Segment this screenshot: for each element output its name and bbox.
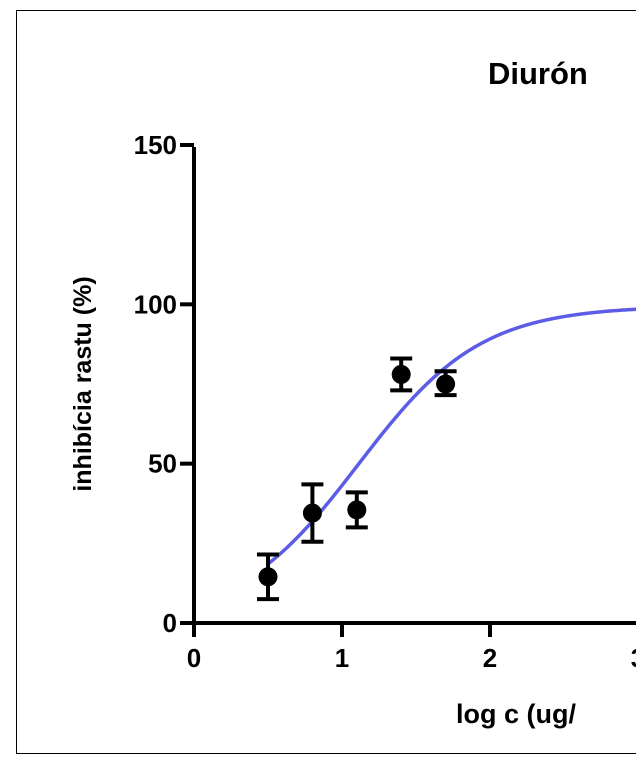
y-axis-label: inhibícia rastu (%) xyxy=(69,276,97,491)
x-tick-label: 1 xyxy=(335,643,349,673)
axes xyxy=(192,147,636,625)
y-tick-label: 150 xyxy=(134,130,177,160)
y-tick-label: 0 xyxy=(163,608,177,638)
x-tick-label: 2 xyxy=(483,643,497,673)
chart-frame xyxy=(16,10,636,754)
y-tick-label: 50 xyxy=(148,449,177,479)
data-point-group xyxy=(434,369,457,398)
x-tick-label: 3 xyxy=(631,643,636,673)
ticks: 0 50 100 150 0 1 2 3 xyxy=(134,130,636,673)
fit-curve xyxy=(266,307,636,566)
x-tick-label: 0 xyxy=(187,643,201,673)
data-points-layer xyxy=(257,356,457,602)
data-point-group xyxy=(301,482,324,544)
x-axis-label: log c (ug/ xyxy=(456,699,576,729)
data-point xyxy=(302,503,322,523)
data-point-group xyxy=(390,356,413,393)
data-point xyxy=(436,374,456,394)
y-tick-label: 100 xyxy=(134,289,177,319)
chart-title: Diurón xyxy=(488,56,588,91)
data-point xyxy=(258,567,278,587)
data-point-group xyxy=(345,490,368,530)
data-point xyxy=(391,364,411,384)
fit-curve-layer xyxy=(266,307,636,566)
data-point-group xyxy=(257,552,279,602)
data-point xyxy=(347,500,367,520)
